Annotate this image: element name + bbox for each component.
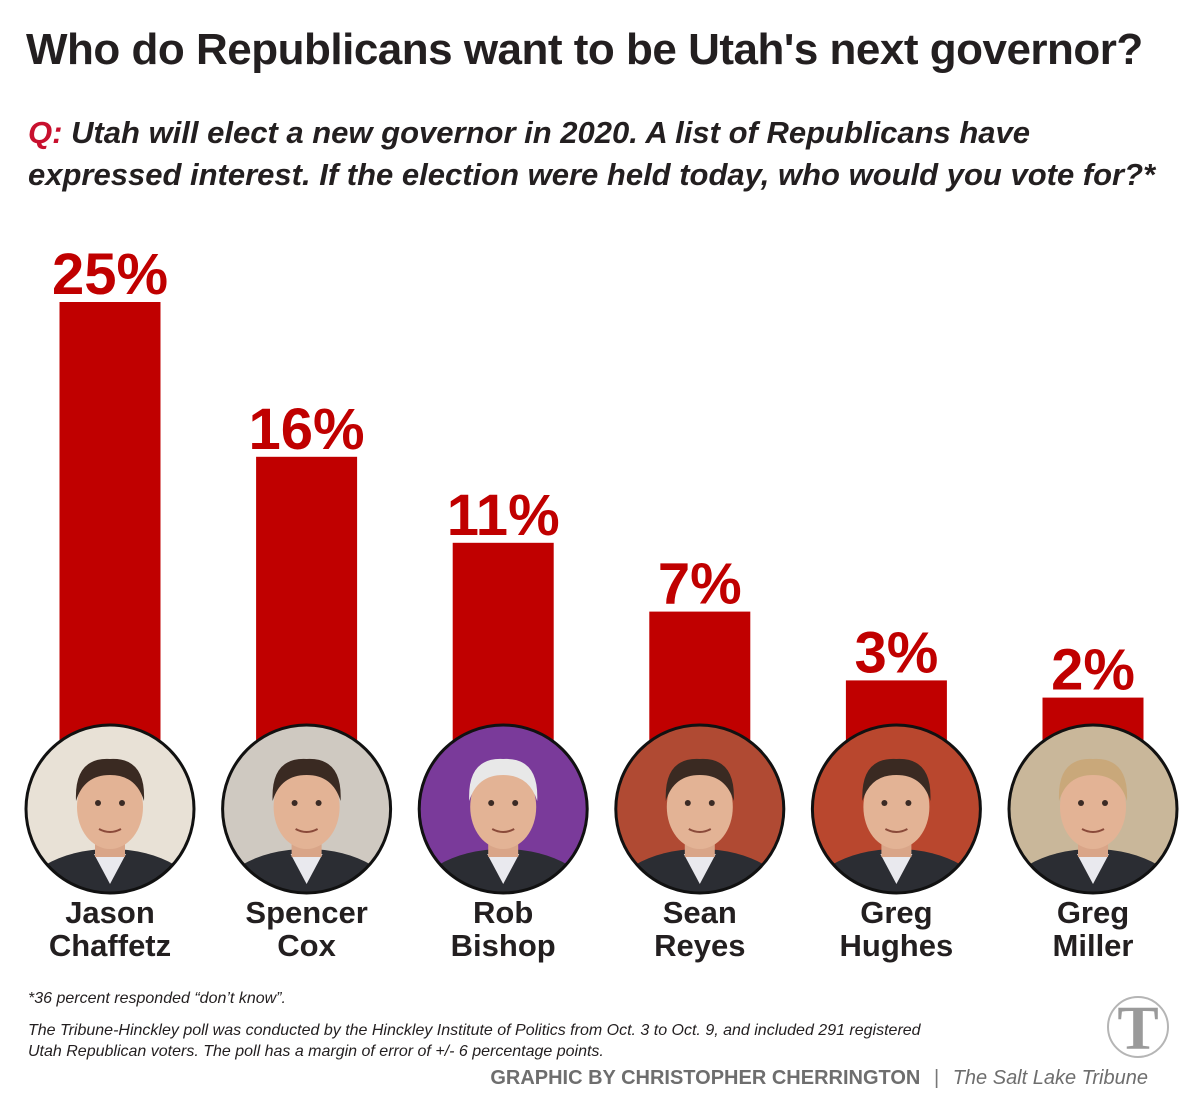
candidate-name-line: Cox [277,928,336,963]
candidate-photo [1007,723,1179,895]
candidate-name: Greg Miller [998,896,1188,962]
credit-separator: | [933,1067,940,1089]
candidate-name-line: Miller [1052,928,1134,963]
tribune-t-logo-icon: T [1107,995,1169,1062]
candidate-name-line: Greg [860,895,933,930]
candidate-name-line: Greg [1056,895,1130,930]
candidate-photo [810,723,982,895]
candidate-name: Jason Chaffetz [15,896,205,962]
candidate-name-line: Spencer [245,895,368,930]
footnote: *36 percent responded “don’t know”. [28,990,286,1007]
candidate-name-line: Sean [662,895,737,930]
candidate-name: Rob Bishop [408,896,598,962]
logo-letter: T [1117,995,1158,1062]
candidate-photo [417,723,589,895]
chart-title: Who do Republicans want to be Utah's nex… [26,25,1143,74]
value-label: 3% [854,620,938,685]
graphic-credit: GRAPHIC BY CHRISTOPHER CHERRINGTON [490,1067,921,1089]
candidate-name-line: Jason [65,895,155,930]
credit-line: GRAPHIC BY CHRISTOPHER CHERRINGTON | The… [490,1067,1148,1090]
question-prefix: Q: [28,115,63,150]
value-label: 11% [447,483,560,548]
candidate-name-line: Rob [473,895,534,930]
value-label: 7% [658,552,742,617]
candidate-photo [221,723,393,895]
publication-name: The Salt Lake Tribune [952,1067,1148,1089]
candidate-name-line: Bishop [450,928,556,963]
question-text: Utah will elect a new governor in 2020. … [28,115,1156,192]
value-label: 2% [1051,638,1135,703]
value-label: 16% [249,397,365,462]
candidate-name: Spencer Cox [212,896,402,962]
candidate-photo [24,723,196,895]
survey-question: Q: Utah will elect a new governor in 202… [28,112,1188,196]
candidate-name: Greg Hughes [801,896,991,962]
value-label: 25% [52,242,168,307]
candidate-name-line: Hughes [839,928,954,963]
methodology-note: The Tribune-Hinckley poll was conducted … [28,1022,921,1060]
candidate-name-line: Chaffetz [48,928,172,963]
candidate-photo [614,723,786,895]
candidate-name: Sean Reyes [605,896,795,962]
candidate-name-line: Reyes [654,928,746,963]
